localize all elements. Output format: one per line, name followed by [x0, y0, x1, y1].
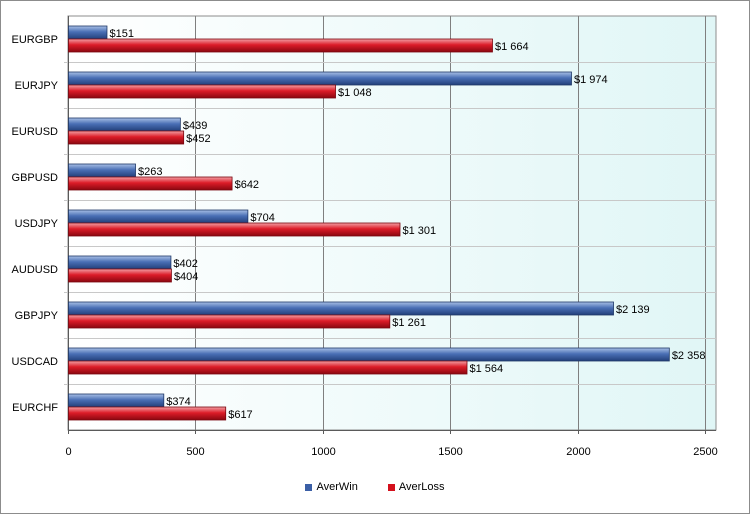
bar-averwin-eurjpy [68, 71, 572, 86]
category-label: USDJPY [15, 218, 59, 230]
legend-item-averloss: AverLoss [387, 481, 445, 493]
bar-averloss-gbpjpy [68, 314, 391, 329]
x-tick-label: 500 [186, 446, 204, 458]
data-label: $2 358 [672, 350, 706, 362]
bar-averwin-audusd [68, 255, 172, 270]
data-label: $1 301 [402, 225, 436, 237]
data-label: $402 [173, 258, 197, 270]
bar-averloss-eurusd [68, 130, 185, 145]
category-label: EURJPY [15, 80, 59, 92]
bar-averwin-eurgbp [68, 25, 108, 40]
bar-averloss-usdcad [68, 360, 468, 375]
legend: AverWin AverLoss [0, 478, 750, 496]
bar-averwin-gbpjpy [68, 301, 614, 316]
category-label: GBPJPY [15, 310, 59, 322]
data-label: $404 [174, 271, 198, 283]
data-label: $617 [228, 409, 252, 421]
bar-averwin-gbpusd [68, 163, 136, 178]
data-label: $2 139 [616, 304, 650, 316]
bar-averloss-gbpusd [68, 176, 233, 191]
category-label: EURUSD [12, 126, 59, 138]
bar-averloss-eurjpy [68, 84, 336, 99]
legend-item-averwin: AverWin [305, 481, 358, 493]
legend-label-averloss: AverLoss [398, 481, 445, 493]
data-label: $1 564 [470, 363, 504, 375]
x-tick-label: 1500 [438, 446, 462, 458]
data-label: $1 974 [574, 74, 608, 86]
data-label: $642 [235, 179, 259, 191]
x-tick-label: 0 [65, 446, 71, 458]
bar-averwin-eurchf [68, 393, 165, 408]
bar-averloss-audusd [68, 268, 172, 283]
bar-averloss-usdjpy [68, 222, 401, 237]
data-label: $439 [183, 120, 207, 132]
data-label: $374 [166, 396, 190, 408]
category-label: EURCHF [12, 402, 58, 414]
category-label: AUDUSD [12, 264, 59, 276]
bar-averwin-usdcad [68, 347, 670, 362]
data-label: $704 [250, 212, 274, 224]
category-label: USDCAD [12, 356, 59, 368]
data-label: $1 048 [338, 87, 372, 99]
data-label: $151 [109, 28, 133, 40]
legend-swatch-averwin [305, 483, 313, 491]
x-tick-label: 2500 [693, 446, 717, 458]
bar-averwin-usdjpy [68, 209, 249, 224]
data-label: $1 261 [392, 317, 426, 329]
legend-label-averwin: AverWin [316, 481, 358, 493]
x-tick-label: 2000 [566, 446, 590, 458]
bar-averwin-eurusd [68, 117, 181, 132]
data-label: $263 [138, 166, 162, 178]
x-tick-label: 1000 [311, 446, 335, 458]
category-label: EURGBP [12, 34, 58, 46]
data-label: $452 [186, 133, 210, 145]
category-label: GBPUSD [12, 172, 59, 184]
data-label: $1 664 [495, 41, 529, 53]
legend-swatch-averloss [387, 483, 395, 491]
bar-averloss-eurchf [68, 406, 227, 421]
bar-averloss-eurgbp [68, 38, 493, 53]
